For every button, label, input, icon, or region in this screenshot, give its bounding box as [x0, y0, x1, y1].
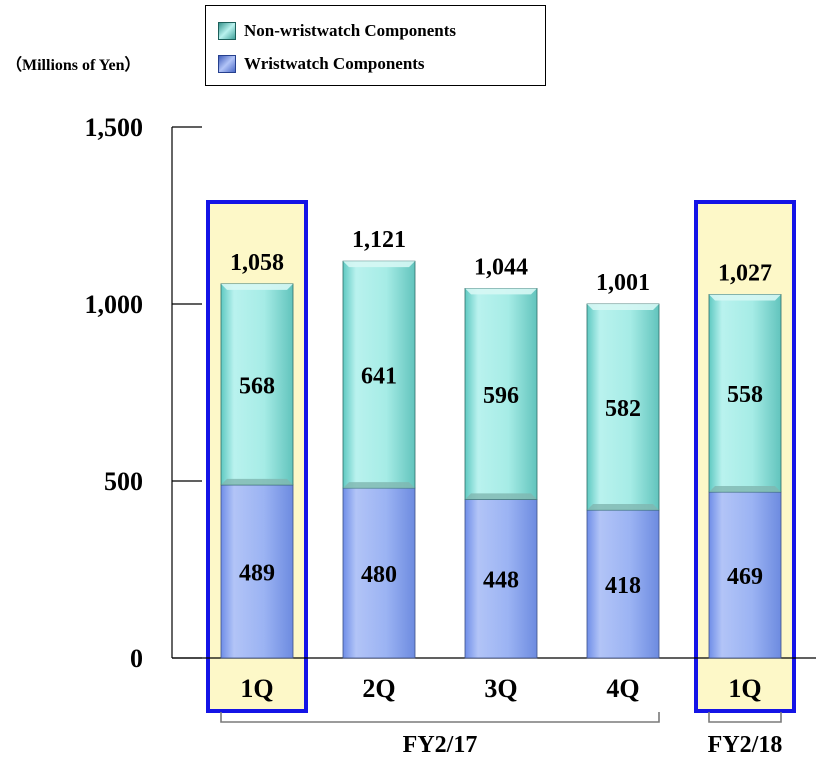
value-label-non-wristwatch-3: 582 [605, 396, 641, 422]
value-label-wristwatch-2: 448 [483, 568, 519, 594]
value-label-non-wristwatch-0: 568 [239, 373, 275, 399]
bar-non-wristwatch-4 [708, 294, 782, 493]
value-label-wristwatch-1: 480 [361, 562, 397, 588]
bar-top-bevel-0 [221, 283, 293, 290]
bar-non-wristwatch-2 [464, 288, 538, 500]
group-bracket-0 [220, 712, 660, 723]
bar-top-bevel-3 [587, 304, 659, 310]
total-label-2: 1,044 [474, 254, 528, 280]
bar-wristwatch-4 [708, 491, 782, 659]
legend-label-wristwatch: Wristwatch Components [244, 54, 425, 73]
group-label-0: FY2/17 [403, 732, 478, 758]
y-tick-label-1: 500 [104, 467, 143, 496]
legend-label-non-wristwatch: Non-wristwatch Components [244, 21, 457, 40]
total-label-4: 1,027 [718, 260, 772, 286]
category-label-4: 1Q [728, 674, 761, 703]
legend-swatch-non-wristwatch [218, 22, 236, 40]
legend-item-wristwatch: Wristwatch Components [218, 54, 425, 74]
legend-swatch-wristwatch [218, 55, 236, 73]
y-tick-label-0: 0 [130, 644, 143, 673]
bar-wristwatch-0 [220, 484, 294, 659]
category-label-1: 2Q [362, 674, 395, 703]
bar-non-wristwatch-3 [586, 303, 660, 511]
total-label-1: 1,121 [352, 227, 406, 253]
bar-top-bevel-1 [343, 261, 415, 268]
bars-layer [220, 260, 782, 659]
legend: Non-wristwatch Components Wristwatch Com… [205, 5, 546, 86]
legend-item-non-wristwatch: Non-wristwatch Components [218, 21, 456, 41]
value-label-non-wristwatch-1: 641 [361, 364, 397, 390]
group-label-1: FY2/18 [708, 732, 783, 758]
category-label-2: 3Q [484, 674, 517, 703]
y-tick-label-3: 1,500 [85, 113, 144, 142]
bar-joint-bevel-2 [465, 493, 537, 500]
bar-top-bevel-2 [465, 288, 537, 295]
bar-joint-bevel-1 [343, 482, 415, 489]
bar-joint-bevel-0 [221, 478, 293, 485]
value-label-wristwatch-3: 418 [605, 573, 641, 599]
bar-joint-bevel-4 [709, 485, 781, 492]
total-label-0: 1,058 [230, 250, 284, 276]
value-label-non-wristwatch-2: 596 [483, 383, 519, 409]
group-brackets: FY2/17 FY2/18 [220, 712, 783, 758]
bar-non-wristwatch-1 [342, 260, 416, 489]
category-label-0: 1Q [240, 674, 273, 703]
bar-wristwatch-3 [586, 509, 660, 659]
bar-non-wristwatch-0 [220, 283, 294, 486]
unit-label: （Millions of Yen） [6, 57, 141, 74]
value-label-non-wristwatch-4: 558 [727, 382, 763, 408]
bar-wristwatch-2 [464, 499, 538, 659]
bar-top-bevel-4 [709, 294, 781, 301]
value-label-wristwatch-0: 489 [239, 560, 275, 586]
group-bracket-1 [708, 712, 782, 723]
labels-layer: 489 568 1,058 1Q 480 641 1,121 2Q 448 596 1,044 3Q 4… [230, 227, 772, 703]
y-tick-label-2: 1,000 [85, 290, 144, 319]
total-label-3: 1,001 [596, 270, 650, 296]
bar-wristwatch-1 [342, 487, 416, 659]
value-label-wristwatch-4: 469 [727, 564, 763, 590]
category-label-3: 4Q [606, 674, 639, 703]
bar-joint-bevel-3 [587, 504, 659, 511]
